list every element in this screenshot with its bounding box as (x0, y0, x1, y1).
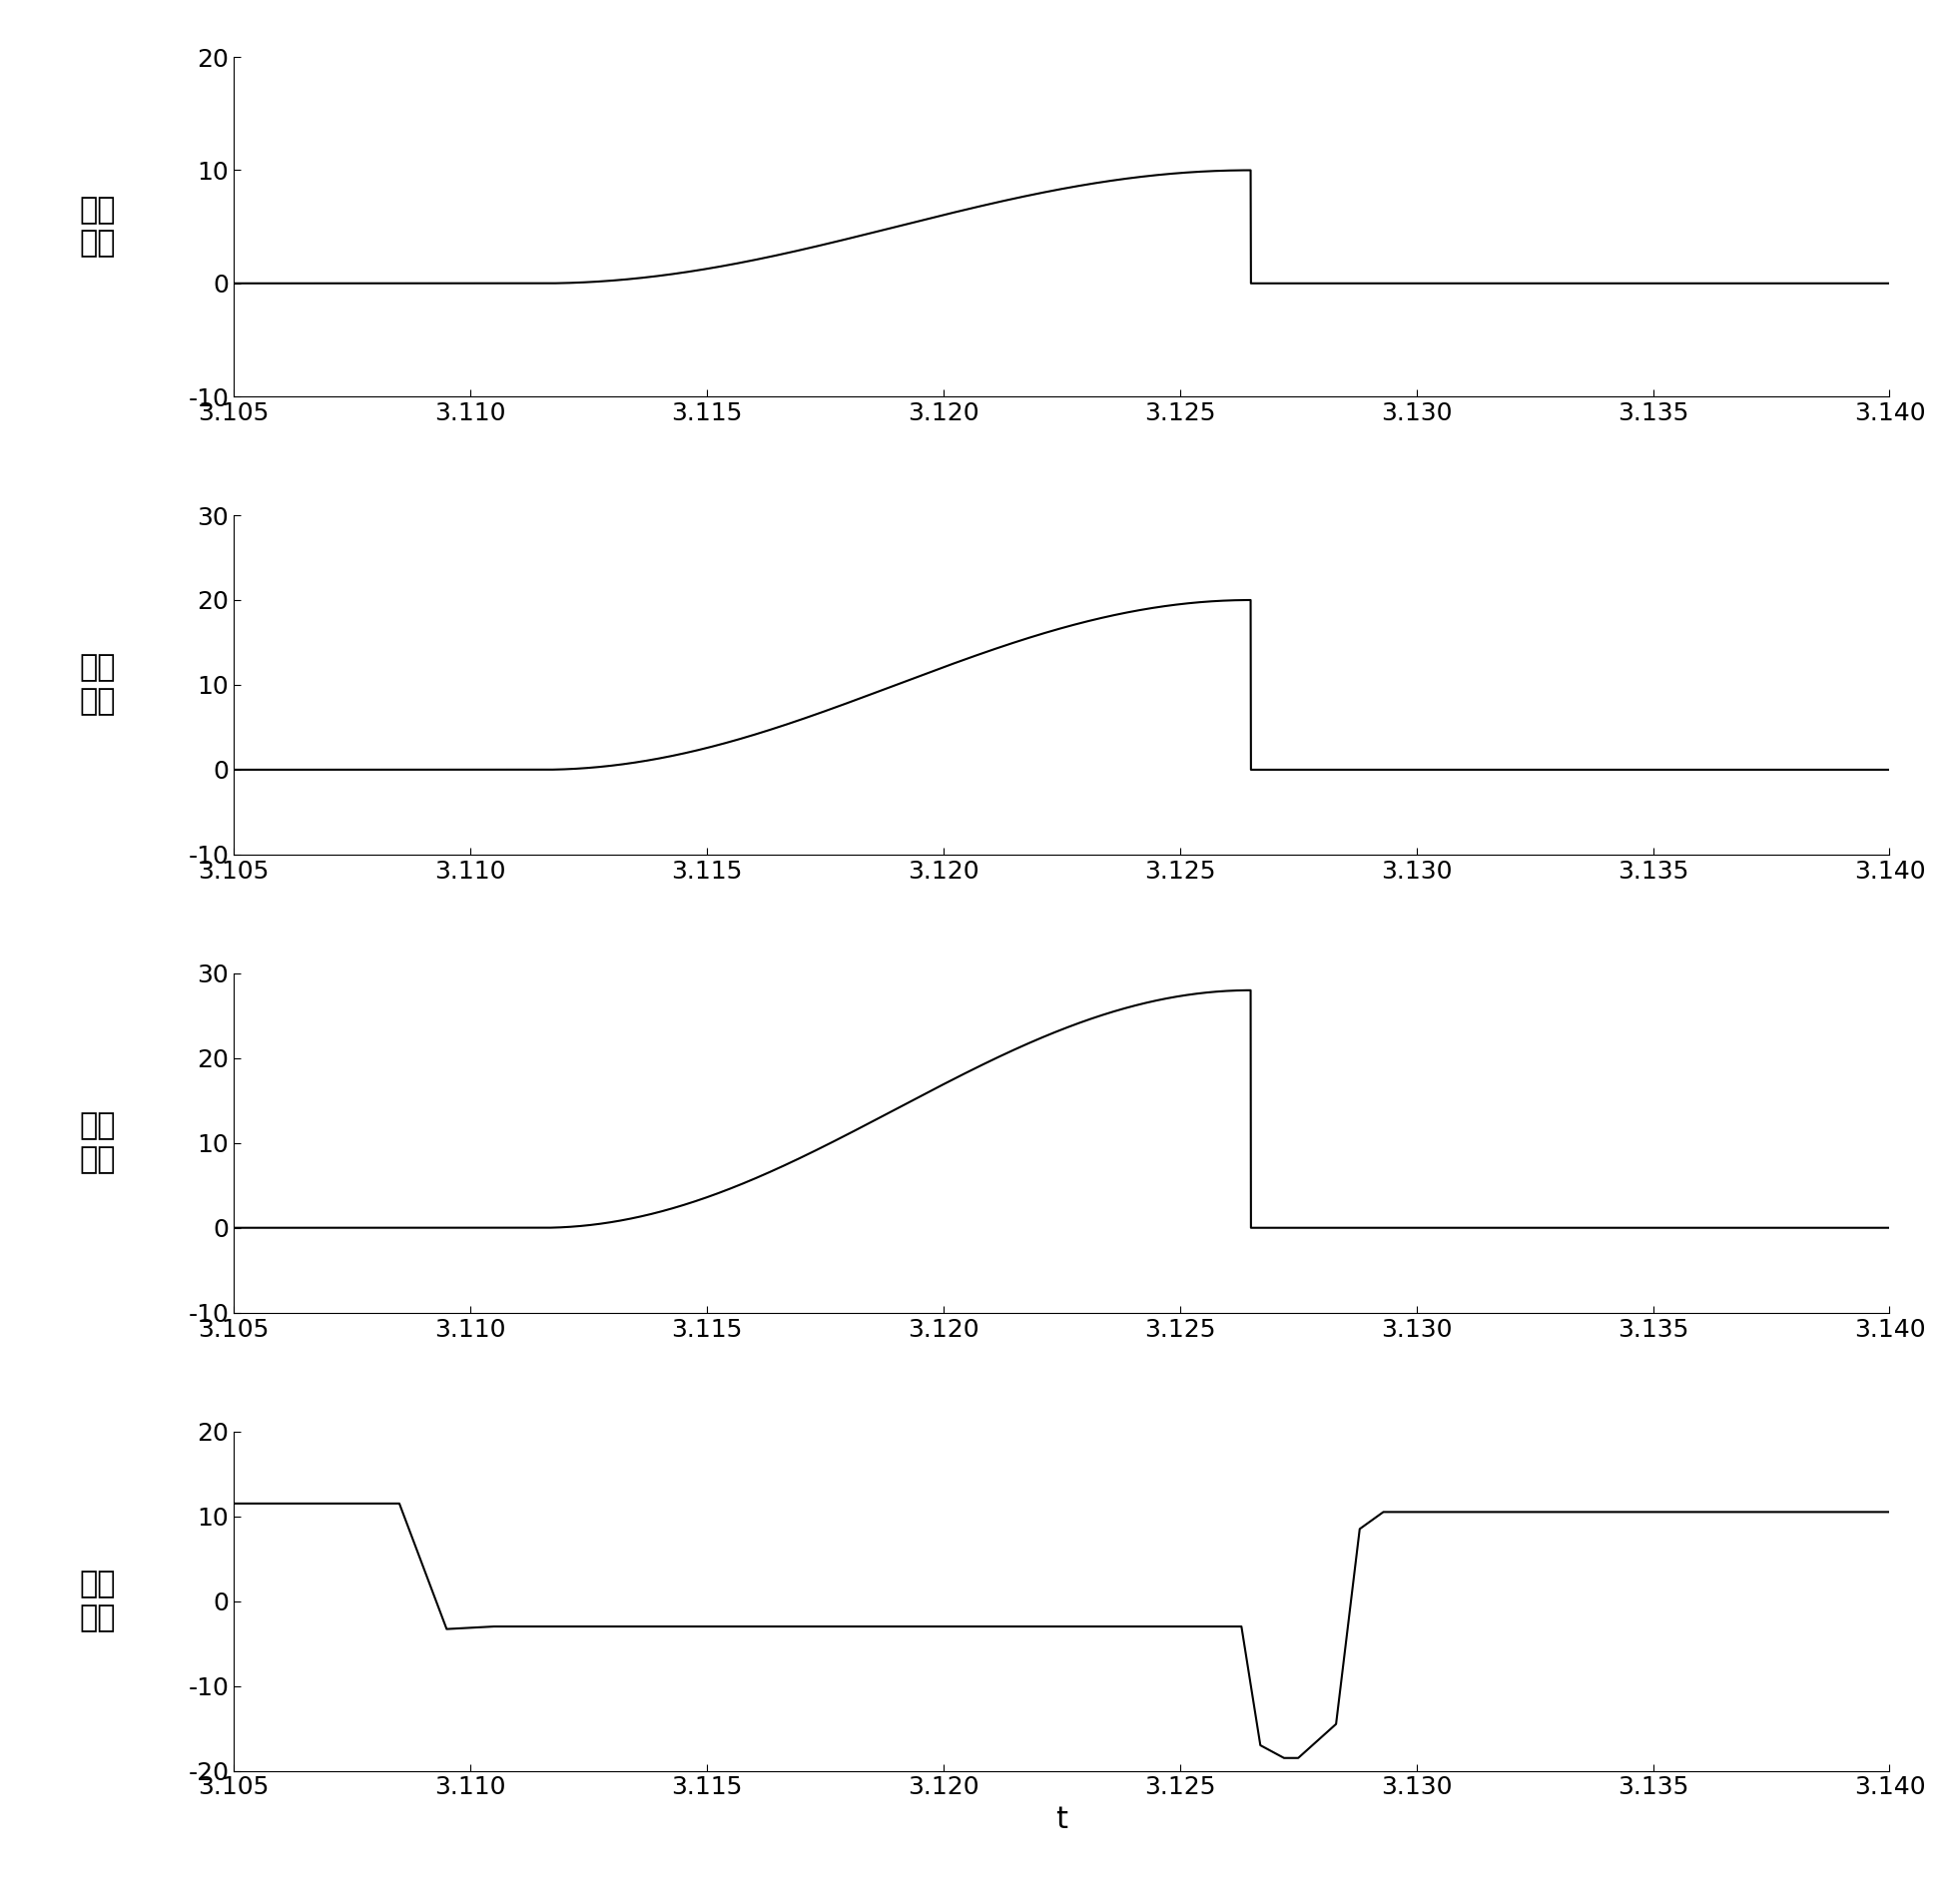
Y-axis label: 试品
电流: 试品 电流 (80, 1112, 117, 1175)
Y-axis label: 试品
电压: 试品 电压 (80, 1569, 117, 1632)
X-axis label: t: t (1056, 1805, 1068, 1834)
Y-axis label: 短路
电流: 短路 电流 (80, 653, 117, 716)
Y-axis label: 附加
电流: 附加 电流 (80, 196, 117, 259)
